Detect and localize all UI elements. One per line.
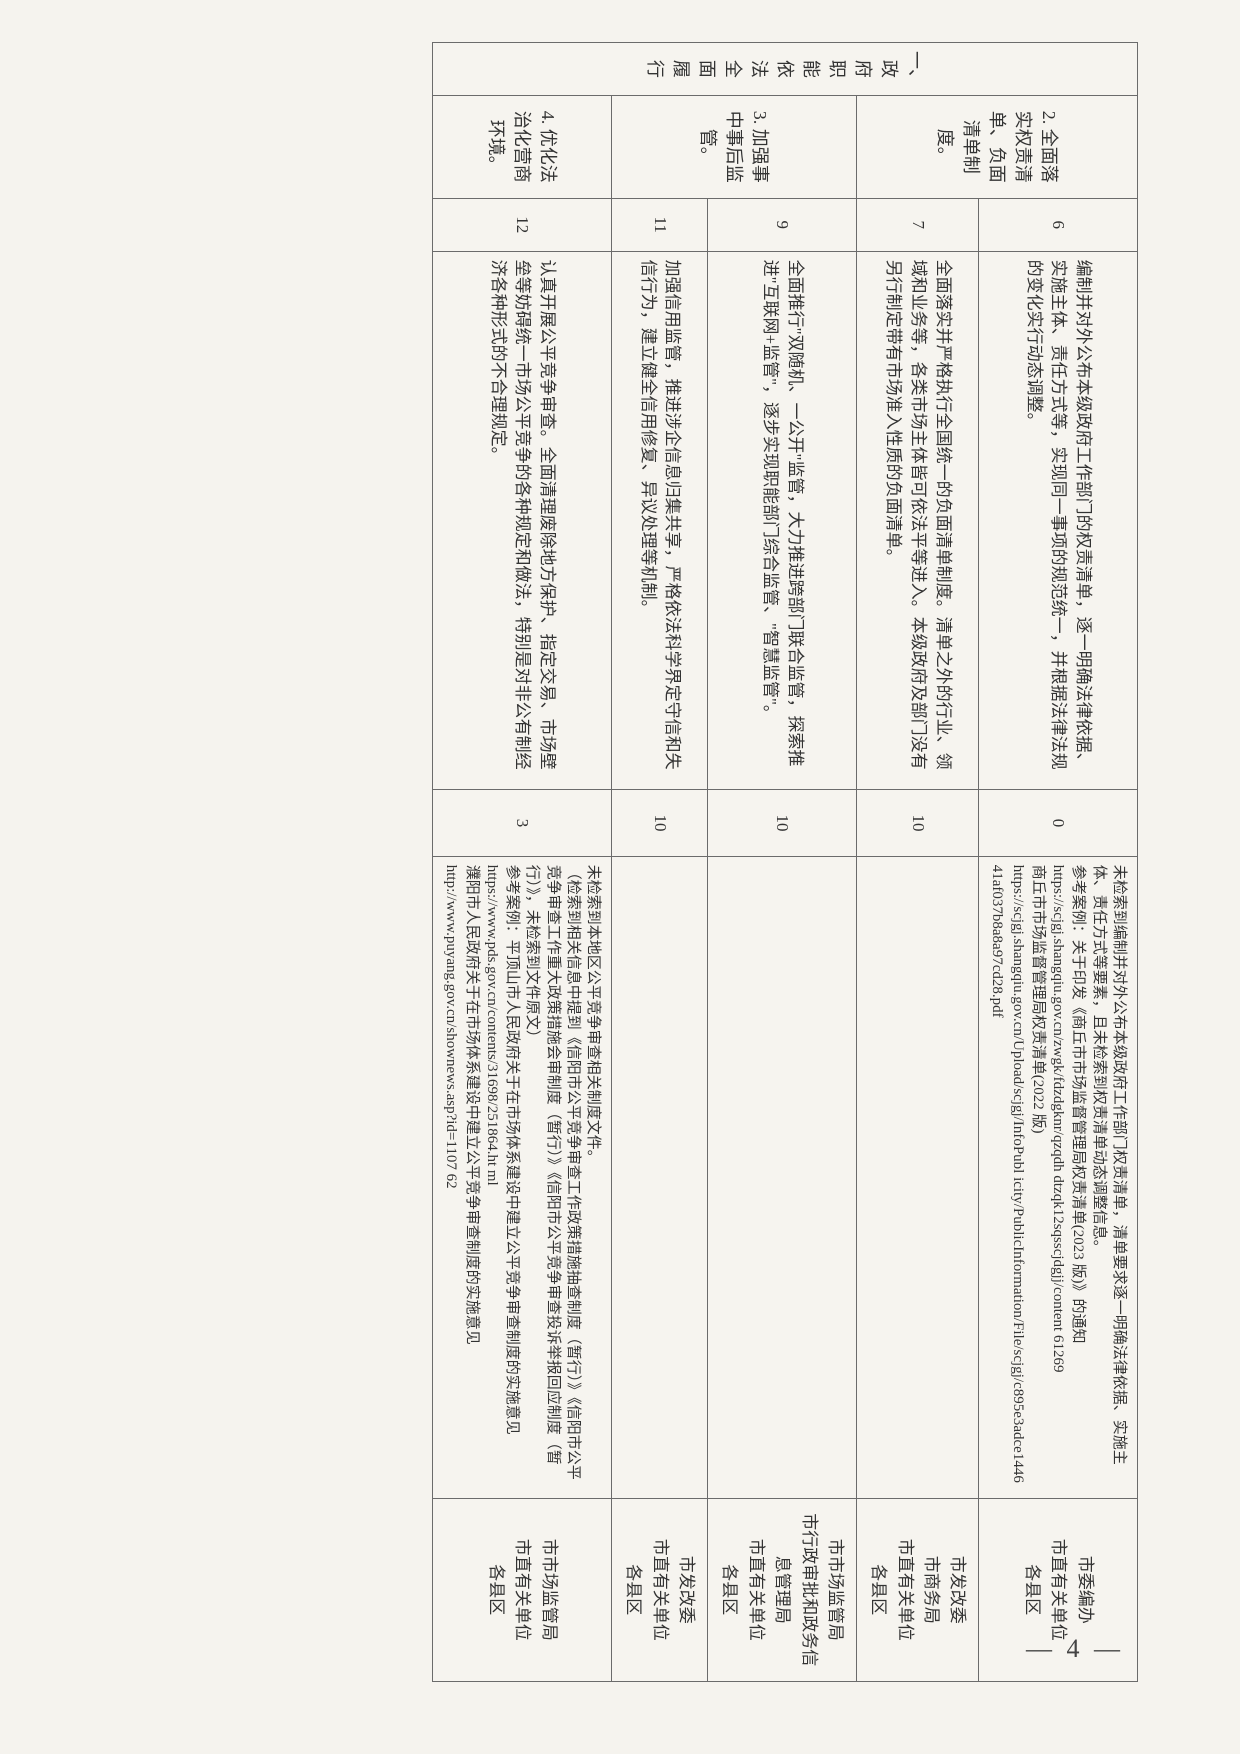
section-header: 一、政府职能依法全面履行 (433, 43, 1138, 96)
table-row: 3. 加强事中事后监管。9全面推行"双随机、一公开"监管，大力推进跨部门联合监管… (708, 43, 857, 1682)
row-units: 市市场监管局 市行政审批和政务信息管理局 市直有关单位 各县区 (708, 1498, 857, 1681)
row-remarks: 未检索到本地区公平竞争审查相关制度文件。 （检索到相关信息中提到《信阳市公平竞争… (433, 856, 612, 1498)
row-index: 7 (856, 198, 978, 251)
table-row: 7全面落实并严格执行全国统一的负面清单制度。清单之外的行业、领域和业务等，各类市… (856, 43, 978, 1682)
row-score: 10 (612, 790, 708, 856)
row-units: 市发改委 市直有关单位 各县区 (612, 1498, 708, 1681)
row-index: 12 (433, 198, 612, 251)
row-remarks (856, 856, 978, 1498)
row-score: 0 (979, 790, 1138, 856)
sub-header: 2. 全面落实权责清单、负面清单制度。 (856, 95, 1137, 198)
row-description: 认真开展公平竞争审查。全面清理废除地方保护、指定交易、市场壁垒等妨碍统一市场公平… (433, 251, 612, 790)
row-description: 加强信用监管，推进涉企信息归集共享，严格依法科学界定守信和失信行为，建立健全信用… (612, 251, 708, 790)
table-row: 4. 优化法治化营商环境。12认真开展公平竞争审查。全面清理废除地方保护、指定交… (433, 43, 612, 1682)
row-score: 10 (856, 790, 978, 856)
row-index: 11 (612, 198, 708, 251)
row-description: 全面推行"双随机、一公开"监管，大力推进跨部门联合监管，探索推进"互联网+监管"… (708, 251, 857, 790)
sub-header: 4. 优化法治化营商环境。 (433, 95, 612, 198)
row-units: 市市场监管局 市直有关单位 各县区 (433, 1498, 612, 1681)
table-row: 11加强信用监管，推进涉企信息归集共享，严格依法科学界定守信和失信行为，建立健全… (612, 43, 708, 1682)
sub-header: 3. 加强事中事后监管。 (612, 95, 857, 198)
row-remarks (708, 856, 857, 1498)
row-index: 9 (708, 198, 857, 251)
row-score: 10 (708, 790, 857, 856)
row-description: 编制并对外公布本级政府工作部门的权责清单，逐一明确法律依据、实施主体、责任方式等… (979, 251, 1138, 790)
row-description: 全面落实并严格执行全国统一的负面清单制度。清单之外的行业、领域和业务等，各类市场… (856, 251, 978, 790)
policy-table: 一、政府职能依法全面履行2. 全面落实权责清单、负面清单制度。6编制并对外公布本… (432, 42, 1138, 1682)
row-index: 6 (979, 198, 1138, 251)
row-score: 3 (433, 790, 612, 856)
row-units: 市发改委 市商务局 市直有关单位 各县区 (856, 1498, 978, 1681)
row-remarks (612, 856, 708, 1498)
table-row: 一、政府职能依法全面履行2. 全面落实权责清单、负面清单制度。6编制并对外公布本… (979, 43, 1138, 1682)
page-number: — 4 — (1026, 1634, 1124, 1664)
row-remarks: 未检索到编制并对外公布本级政府工作部门权责清单，清单要求逐一明确法律依据、实施主… (979, 856, 1138, 1498)
